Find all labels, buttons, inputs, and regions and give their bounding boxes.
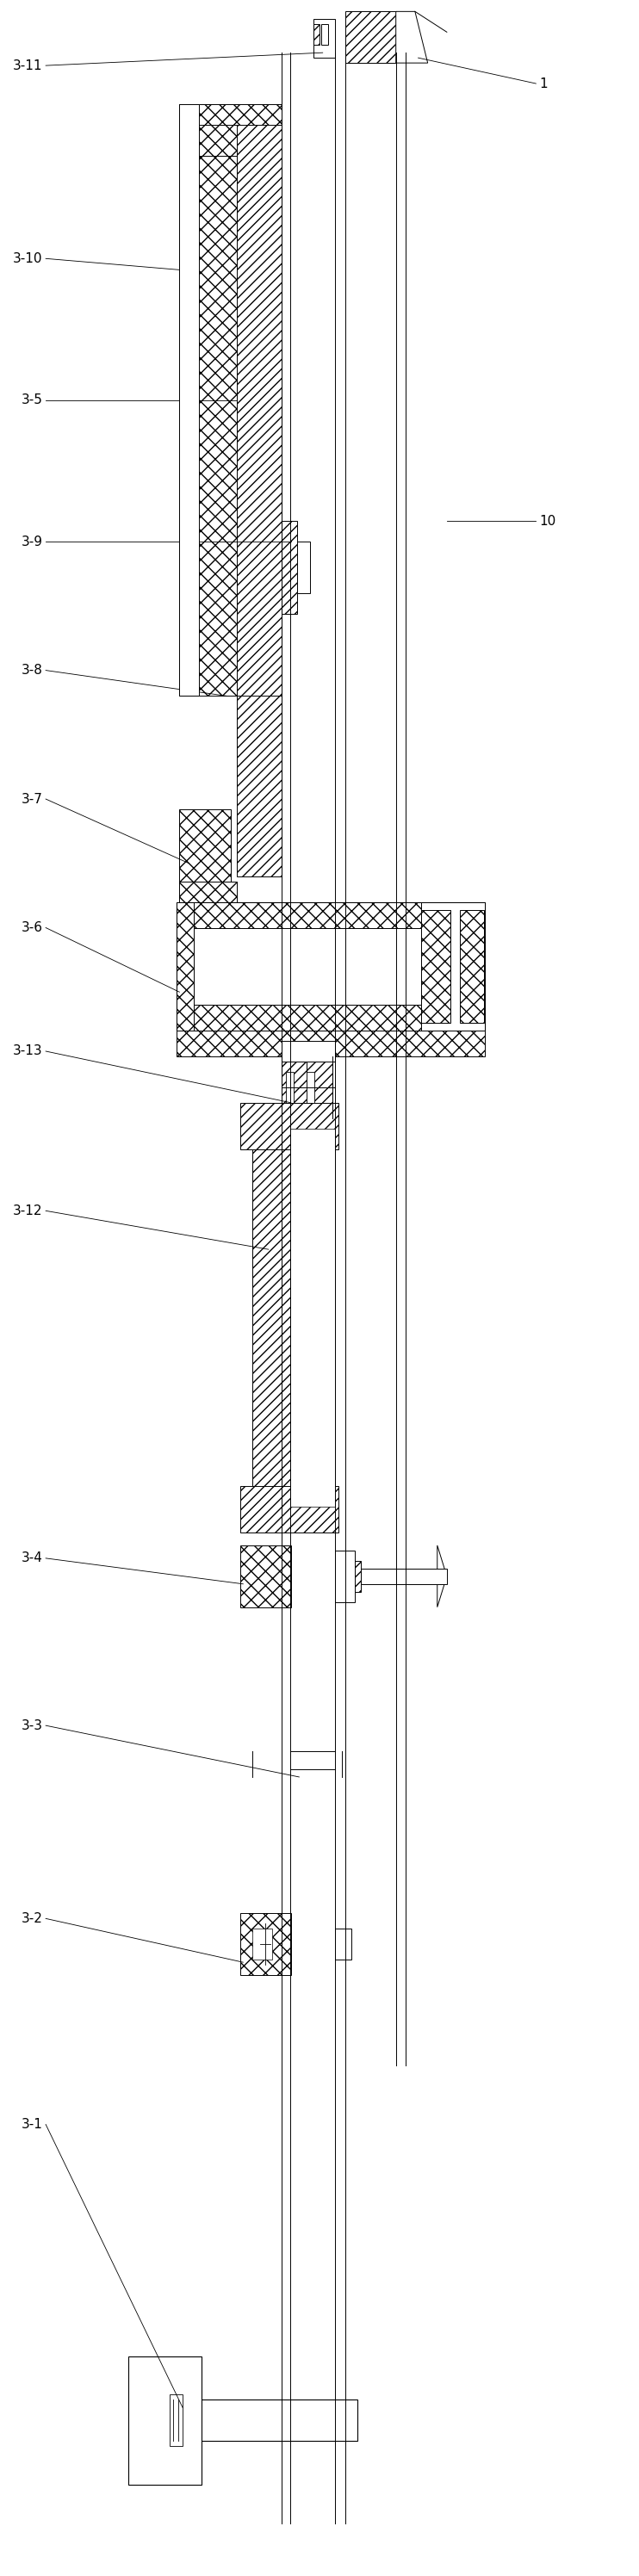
Bar xyxy=(355,1561,361,1592)
Bar xyxy=(313,18,335,57)
Text: 3-2: 3-2 xyxy=(21,1911,43,1924)
Bar xyxy=(459,909,484,1023)
Bar xyxy=(335,1551,355,1602)
Bar xyxy=(307,1072,314,1103)
Bar xyxy=(361,1569,437,1584)
Text: 3-6: 3-6 xyxy=(21,922,43,935)
Bar xyxy=(297,541,310,592)
Bar xyxy=(290,1128,335,1507)
Polygon shape xyxy=(180,881,236,927)
Bar xyxy=(180,2401,358,2442)
Polygon shape xyxy=(396,10,427,62)
Text: 3-12: 3-12 xyxy=(13,1206,43,1218)
Bar xyxy=(240,1103,339,1149)
Bar xyxy=(240,1546,291,1607)
Bar xyxy=(194,927,421,1005)
Text: 3-7: 3-7 xyxy=(21,793,43,806)
Bar xyxy=(286,1072,293,1103)
Bar xyxy=(170,2396,183,2447)
Bar xyxy=(176,902,421,927)
Text: 3-5: 3-5 xyxy=(21,394,43,407)
Text: 3-13: 3-13 xyxy=(13,1046,43,1059)
Text: 3-8: 3-8 xyxy=(21,665,43,677)
Text: 1: 1 xyxy=(539,77,548,90)
Bar xyxy=(240,1914,291,1976)
Polygon shape xyxy=(437,1546,447,1607)
Bar xyxy=(252,1128,335,1507)
Text: 3-11: 3-11 xyxy=(13,59,43,72)
Bar xyxy=(176,902,194,1030)
Bar xyxy=(240,1486,339,1533)
Bar xyxy=(313,23,320,44)
Text: 3-9: 3-9 xyxy=(21,536,43,549)
Bar xyxy=(345,10,396,62)
Bar xyxy=(236,696,281,876)
Bar xyxy=(281,520,297,613)
Bar xyxy=(128,2357,202,2486)
Bar xyxy=(281,1056,307,1118)
Bar xyxy=(176,1005,421,1030)
Bar xyxy=(176,902,485,1030)
Bar xyxy=(180,103,199,696)
Bar xyxy=(180,809,231,881)
Bar xyxy=(421,902,485,1030)
Bar xyxy=(252,1929,272,1960)
Text: 3-10: 3-10 xyxy=(13,252,43,265)
Bar xyxy=(421,909,450,1023)
Bar xyxy=(176,1030,485,1056)
Bar xyxy=(180,103,281,696)
Bar xyxy=(335,1929,351,1960)
Text: 3-3: 3-3 xyxy=(21,1718,43,1731)
Bar xyxy=(321,23,328,44)
Bar xyxy=(236,103,281,696)
Bar xyxy=(307,1056,332,1118)
Bar xyxy=(180,103,281,124)
Bar xyxy=(281,1041,335,1061)
Text: 3-1: 3-1 xyxy=(21,2117,43,2130)
Text: 3-4: 3-4 xyxy=(21,1551,43,1564)
Bar xyxy=(396,1569,447,1584)
Text: 10: 10 xyxy=(539,515,556,528)
Bar xyxy=(180,881,218,927)
